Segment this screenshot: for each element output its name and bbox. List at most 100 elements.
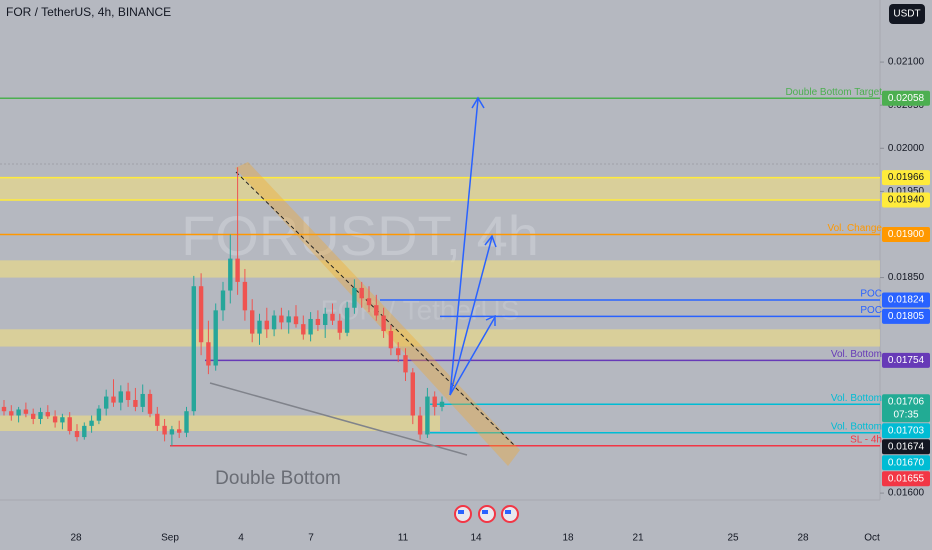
x-tick-label: 7 [308, 533, 314, 544]
candle-body [279, 315, 284, 323]
candle-body [366, 298, 372, 306]
candle-body [9, 411, 14, 416]
price-label: 0.01805 [888, 311, 925, 322]
candle-body [410, 372, 415, 416]
candle-body [177, 429, 182, 433]
candle-body [432, 396, 437, 407]
price-label: 0.01674 [888, 441, 925, 452]
x-tick-label: 28 [70, 533, 82, 544]
candle-body [315, 318, 321, 325]
trend-line [235, 171, 516, 447]
price-label: 0.01824 [888, 295, 925, 306]
candle-body [271, 315, 277, 330]
candle-body [257, 320, 262, 334]
candle-body [381, 315, 386, 332]
x-tick-label: 14 [470, 533, 482, 544]
candle-body [147, 393, 153, 414]
x-tick-label: 4 [238, 533, 244, 544]
watermark-subtitle: FOR / TetherUS [321, 294, 520, 325]
price-label-box [882, 455, 930, 471]
candle-body [352, 287, 357, 308]
price-label: 0.01966 [888, 172, 925, 183]
candle-body [169, 429, 175, 435]
candle-body [67, 417, 72, 432]
zone [0, 260, 880, 278]
candle-body [96, 408, 102, 421]
currency-label[interactable]: USDT [893, 9, 920, 20]
candle-body [286, 316, 291, 323]
x-tick-label: 21 [632, 533, 644, 544]
candle-body [198, 286, 204, 343]
x-tick-label: 18 [562, 533, 574, 544]
chart-title: FOR / TetherUS, 4h, BINANCE [6, 5, 171, 19]
level-name: Vol. Bottom [831, 393, 882, 404]
candle-body [250, 310, 255, 334]
price-label-box [882, 352, 930, 368]
candle-body [396, 348, 401, 356]
candle-body [111, 396, 116, 403]
zone [0, 329, 880, 347]
y-tick-label: 0.02100 [888, 57, 925, 68]
price-label: 0.01655 [888, 473, 925, 484]
candle-body [213, 310, 218, 366]
candle-body [308, 318, 313, 335]
x-tick-label: 28 [797, 533, 809, 544]
y-tick-label: 0.02000 [888, 143, 925, 154]
candle-body [206, 342, 211, 366]
price-label-box [882, 439, 930, 455]
price-label-box [882, 423, 930, 439]
price-label-box [882, 192, 930, 208]
candle-body [104, 396, 109, 409]
candle-body [417, 415, 423, 435]
level-name: SL - 4h [850, 434, 882, 445]
price-label-box [882, 170, 930, 186]
x-tick-label: 25 [727, 533, 739, 544]
candle-body [337, 320, 342, 333]
candle-body [301, 324, 306, 335]
candles [1, 167, 445, 446]
candle-body [38, 412, 43, 419]
candle-body [264, 320, 269, 330]
currency-button[interactable] [889, 4, 925, 24]
y-tick-label: 0.01850 [888, 272, 925, 283]
price-label: 0.01940 [888, 195, 925, 206]
candle-body [439, 401, 445, 407]
candle-body [82, 425, 87, 438]
candle-body [1, 406, 7, 412]
candle-body [425, 396, 430, 435]
candle-body [184, 411, 189, 433]
candle-body [235, 258, 240, 282]
price-label: 0.01706 [888, 396, 925, 407]
price-label-box [882, 394, 930, 423]
candle-body [330, 313, 335, 321]
candle-body [89, 420, 94, 426]
projection-arrows [449, 96, 497, 396]
level-name: POC [860, 305, 882, 316]
candle-body [31, 413, 36, 419]
zones [0, 177, 880, 432]
candle-body [403, 355, 408, 373]
candle-body [118, 391, 123, 403]
candle-body [293, 316, 299, 325]
candle-body [155, 413, 160, 426]
price-labels: 0.02058 0.01966 0.01940 0.01900 0.01824 0.018… [882, 90, 930, 487]
candle-body [140, 393, 145, 407]
price-label-box [882, 90, 930, 106]
price-label: 0.01703 [888, 425, 925, 436]
candle-body [125, 391, 131, 400]
level-name: Vol. Bottom [831, 349, 882, 360]
candle-body [220, 290, 226, 311]
candle-body [359, 287, 364, 299]
zone [0, 177, 880, 200]
level-name: Double Bottom Target [785, 87, 882, 98]
candle-body [323, 313, 328, 325]
price-label-box [882, 292, 930, 308]
price-label: 0.01670 [888, 457, 925, 468]
y-tick-label: 0.01600 [888, 488, 925, 499]
x-axis: 28 Sep 4 7 11 14 18 21 25 28 Oct [70, 533, 880, 544]
candle-body [133, 400, 138, 407]
countdown: 07:35 [893, 409, 918, 420]
price-label-box [882, 471, 930, 487]
level-name: Vol. Bottom [831, 421, 882, 432]
